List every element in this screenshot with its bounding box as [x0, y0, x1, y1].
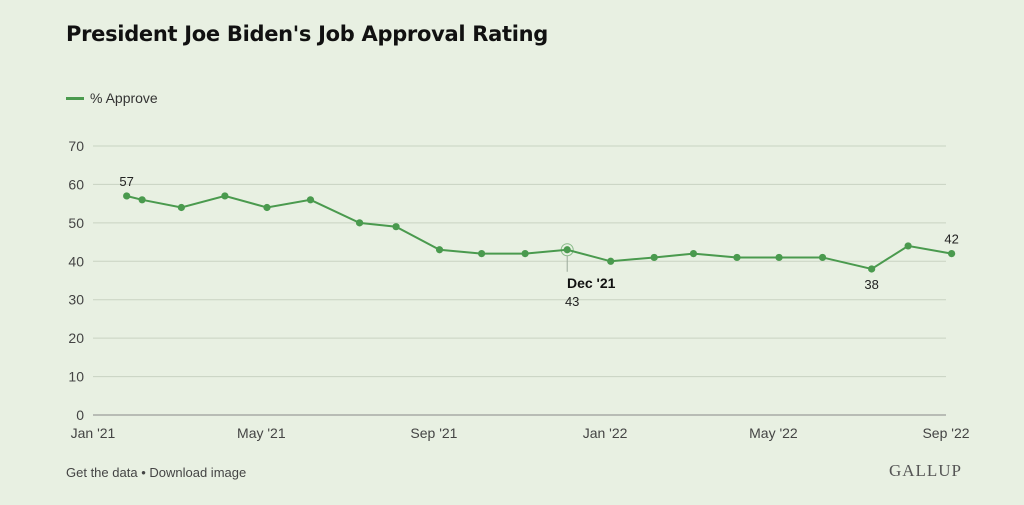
data-point: [818, 253, 827, 262]
data-label: 42: [944, 232, 958, 247]
data-point: [177, 203, 185, 212]
y-tick-label: 0: [76, 407, 84, 423]
data-point: [263, 203, 271, 212]
get-data-link[interactable]: Get the data: [66, 465, 138, 480]
data-label: 38: [864, 277, 878, 292]
footer: Get the data • Download image: [66, 465, 246, 480]
y-tick-label: 10: [68, 369, 84, 385]
data-point: [563, 246, 571, 254]
highlight-date-label: Dec '21: [567, 275, 616, 291]
data-point: [123, 192, 131, 200]
data-point: [775, 253, 783, 262]
x-tick-label: May '22: [749, 425, 798, 441]
y-tick-label: 60: [68, 176, 84, 192]
data-point: [733, 253, 741, 262]
data-point: [478, 250, 486, 258]
data-point: [868, 265, 876, 273]
legend-label: % Approve: [90, 90, 158, 106]
x-tick-label: Jan '21: [71, 425, 116, 441]
x-tick-label: Sep '21: [410, 425, 457, 441]
footer-separator: •: [141, 465, 146, 480]
data-point: [521, 250, 529, 258]
data-point: [392, 223, 400, 231]
y-tick-label: 40: [68, 253, 84, 269]
legend-swatch: [66, 96, 84, 100]
data-point: [355, 219, 364, 227]
series-line: [126, 194, 952, 271]
data-point: [306, 196, 315, 204]
y-tick-label: 30: [68, 292, 84, 308]
chart-title: President Joe Biden's Job Approval Ratin…: [66, 22, 549, 46]
data-point: [904, 242, 912, 250]
y-tick-label: 70: [68, 138, 84, 154]
data-point: [689, 250, 698, 258]
data-point: [221, 192, 229, 200]
x-tick-label: May '21: [237, 425, 286, 441]
y-tick-label: 20: [68, 330, 84, 346]
data-point: [435, 246, 444, 254]
data-point: [948, 250, 956, 258]
data-label: 57: [119, 174, 133, 189]
data-point: [607, 257, 615, 265]
x-tick-label: Jan '22: [583, 425, 628, 441]
legend: % Approve: [66, 90, 158, 106]
download-image-link[interactable]: Download image: [149, 465, 247, 480]
data-point: [650, 253, 658, 262]
data-point: [138, 196, 146, 204]
data-label: 43: [565, 294, 579, 309]
gallup-logo: GALLUP: [888, 461, 962, 480]
y-tick-label: 50: [68, 215, 84, 231]
x-tick-label: Sep '22: [922, 425, 969, 441]
